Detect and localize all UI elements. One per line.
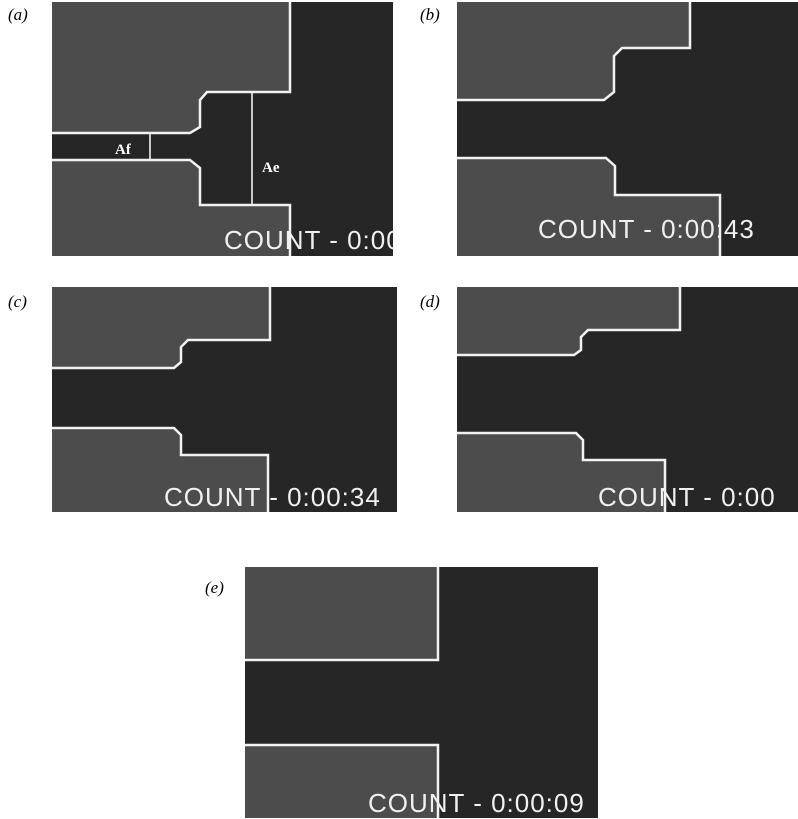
count-overlay: COUNT - 0:00:34 [164, 482, 381, 512]
count-overlay: COUNT - 0:00:56 [224, 225, 441, 255]
count-overlay: COUNT - 0:00 [598, 482, 776, 512]
panel-c-image: COUNT - 0:00:34 [40, 280, 397, 520]
panel-a-image: Af Ae COUNT - 0:00:56 [40, 0, 441, 270]
panel-e-image: COUNT - 0:00:09 [235, 555, 598, 819]
annotation: Ae [262, 160, 280, 176]
annotation: Af [115, 142, 132, 158]
panel-b-image: COUNT - 0:00:43 [445, 0, 798, 270]
panel-label: (a) [8, 5, 28, 24]
panel-label: (c) [8, 292, 27, 311]
figure: Af Ae COUNT - 0:00:56 (a) COUNT - 0:00:4… [0, 0, 798, 819]
count-overlay: COUNT - 0:00:09 [368, 788, 585, 818]
count-overlay: COUNT - 0:00:43 [538, 214, 755, 244]
panel-label: (e) [205, 578, 224, 597]
panel-label: (d) [420, 292, 440, 311]
panel-d-image: COUNT - 0:00 [445, 280, 798, 520]
panel-label: (b) [420, 5, 440, 24]
